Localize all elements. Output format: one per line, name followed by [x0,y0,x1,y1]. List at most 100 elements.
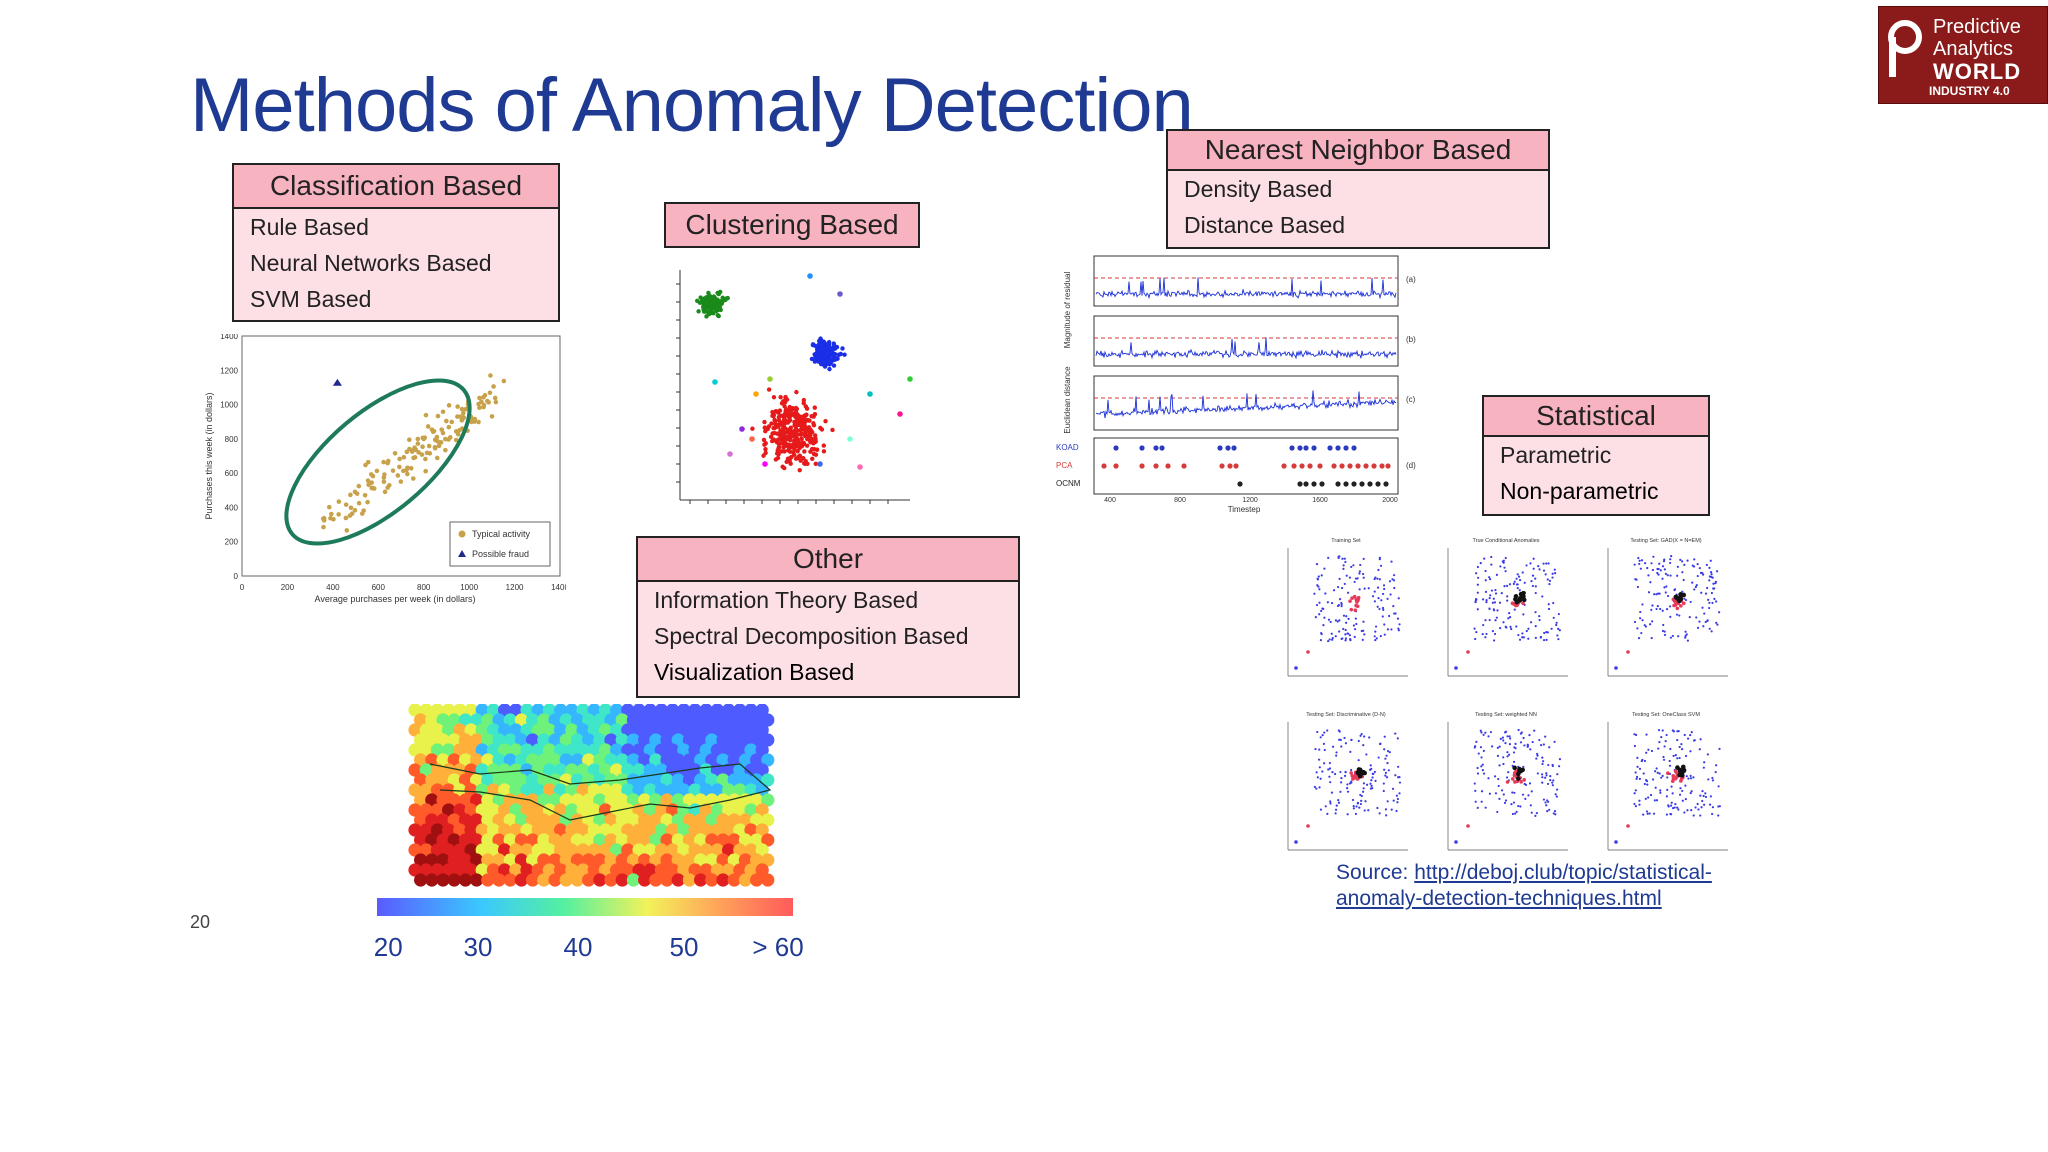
panel-point [1383,748,1386,751]
panel-point [1708,606,1711,610]
panel-point [1352,807,1355,810]
som-cell [531,803,545,817]
panel-point [1527,794,1530,797]
panel-point [1541,776,1544,779]
page-number: 20 [190,912,211,932]
panel-point [1646,566,1649,570]
panel-point [1352,804,1355,808]
panel-point [1350,768,1353,772]
classification-item: Neural Networks Based [250,250,492,276]
som-cell [442,743,456,757]
panel-point [1500,789,1504,792]
som-cell [503,813,517,827]
panel-point [1392,574,1396,577]
panel-point [1652,812,1656,815]
som-cell [716,713,730,727]
som-cell [649,873,663,887]
panel-point [1534,625,1537,628]
som-cell [531,783,545,797]
panel-point [1380,599,1383,602]
cluster-point [830,358,835,363]
legend-typical-label: Typical activity [472,529,531,539]
cluster-point [797,445,802,451]
panel-point [1664,572,1667,575]
som-cell [761,713,775,727]
som-cell [582,793,596,807]
som-cell [643,783,657,797]
panel-point [1673,588,1677,591]
panel-point [1659,791,1662,794]
panel-point [1515,625,1518,628]
panel-point [1696,563,1699,566]
panel-point [1338,598,1342,601]
cluster-point [810,429,815,435]
detection-marker [1347,463,1353,469]
som-cell [537,873,551,887]
panel-point [1513,791,1516,794]
cluster-point [770,431,775,436]
panel-point [1488,576,1491,579]
panel-point [1552,616,1555,619]
som-cell [688,723,702,737]
panel-point [1398,775,1401,779]
panel-point [1635,578,1638,581]
typical-point [435,413,441,419]
detection-marker [1311,481,1317,487]
detection-marker [1281,463,1287,469]
panel-point [1669,747,1672,751]
panel-point [1543,631,1546,635]
panel-point [1371,595,1375,598]
clustering-box: Clustering Based [664,202,920,248]
panel-point [1484,569,1487,573]
panel-point [1711,779,1715,782]
panel-point [1328,775,1331,778]
anomaly-point [1349,607,1354,612]
panel-point [1545,772,1548,775]
typical-point [443,436,448,442]
som-cell [419,723,433,737]
panel-point [1538,618,1541,622]
som-cell [565,783,579,797]
panel-point [1670,555,1673,558]
panel-point [1548,808,1551,811]
som-cell [694,813,708,827]
cluster-point [821,359,827,365]
som-cell [464,704,478,717]
som-cell [643,704,657,717]
panel-point [1662,758,1666,761]
panel-point [1659,607,1662,611]
panel-point [1498,797,1501,800]
panel-point [1661,565,1665,568]
panel-point [1358,570,1361,573]
typical-point [390,468,396,473]
cluster-point [831,363,837,368]
y-tick-label: 600 [225,469,239,478]
panel-point [1381,615,1384,618]
panel-point [1663,558,1666,561]
som-cell [733,863,747,877]
y-tick-label: 1400 [220,334,238,341]
panel-point [1537,564,1540,568]
panel-point [1640,559,1644,562]
panel-point [1392,579,1396,582]
source-link[interactable]: http://deboj.club/topic/statistical-anom… [1336,861,1712,910]
panel-point [1364,800,1367,803]
cluster-point [829,345,835,351]
panel-point [1474,599,1478,602]
som-cell [666,863,680,877]
outlier-point [1614,666,1618,670]
som-cell [694,873,708,887]
som-cell [638,813,652,827]
outlier-point [767,376,773,382]
panel-point [1710,591,1714,595]
som-cell [408,843,422,857]
cluster-point [781,414,787,420]
panel-point [1344,560,1347,564]
som-cell [514,873,528,887]
panel-point [1516,583,1519,586]
panel-point [1653,593,1656,596]
som-cell [425,733,439,747]
panel-point [1317,575,1320,578]
panel-point [1710,575,1713,579]
panel-point [1645,733,1648,736]
